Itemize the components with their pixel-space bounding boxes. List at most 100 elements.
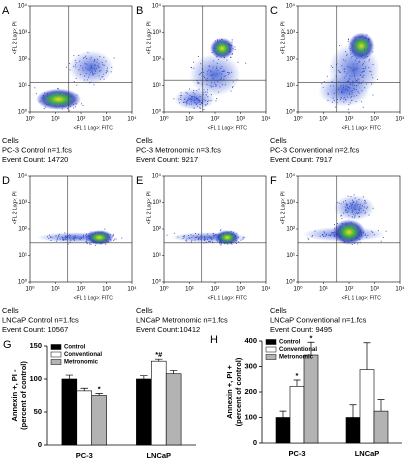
density-cloud xyxy=(215,230,240,245)
error-bar xyxy=(169,370,178,374)
legend-label: Conventional xyxy=(279,347,317,353)
event-dot xyxy=(231,39,233,41)
event-dot xyxy=(35,93,37,95)
event-dot xyxy=(380,240,382,242)
event-dot xyxy=(307,237,309,239)
x-tick-label: 10² xyxy=(77,287,86,293)
event-dot xyxy=(104,228,106,230)
plot-area xyxy=(37,228,123,246)
event-dot xyxy=(113,239,115,241)
y-axis-label: Annexin +, PI + xyxy=(225,365,234,419)
caption-line: Event Count: 14720 xyxy=(2,155,68,164)
y-tick-label: 10⁴ xyxy=(18,173,28,180)
x-tick-label: 10⁰ xyxy=(159,116,169,123)
y-tick-label: 10⁴ xyxy=(18,3,28,10)
event-dot xyxy=(220,244,222,246)
caption-line: LNCaP Control n=1.fcs xyxy=(2,315,79,324)
x-tick-label: 10² xyxy=(211,117,220,123)
legend-swatch xyxy=(50,344,62,350)
event-dot xyxy=(220,229,222,231)
bar xyxy=(91,395,107,446)
error-bar xyxy=(293,379,301,387)
event-dot xyxy=(339,45,341,47)
legend-label: Conventional xyxy=(64,352,102,358)
error-bar xyxy=(363,342,371,370)
y-tick-label: 150 xyxy=(29,341,42,350)
event-dot xyxy=(193,61,195,63)
event-dot xyxy=(112,233,114,235)
x-tick-label: PC-3 xyxy=(288,449,305,458)
caption-line: Cells xyxy=(2,306,19,315)
event-dot xyxy=(237,61,239,63)
panel-letter: H xyxy=(210,334,218,346)
y-tick-label: 10² xyxy=(286,227,295,233)
event-dot xyxy=(364,234,366,236)
y-axis-label: <FL 2 Log>: PI xyxy=(146,21,152,54)
event-dot xyxy=(115,238,117,240)
panel-letter: G xyxy=(3,339,12,351)
x-tick-label: LNCaP xyxy=(146,451,171,460)
y-tick-label: 10⁰ xyxy=(286,279,296,286)
event-dot xyxy=(219,243,221,245)
event-dot xyxy=(372,94,374,96)
density-cloud xyxy=(68,50,114,85)
event-dot xyxy=(86,233,88,235)
y-tick-label: 10⁴ xyxy=(286,173,296,180)
bar xyxy=(76,390,93,446)
event-dot xyxy=(173,232,175,234)
x-tick-label: 10³ xyxy=(236,117,245,123)
event-dot xyxy=(341,217,343,219)
x-tick-label: 10⁴ xyxy=(395,116,405,123)
density-cloud xyxy=(332,219,366,245)
caption-line: Event Count: 9495 xyxy=(270,325,332,334)
error-bar xyxy=(349,404,357,418)
event-dot xyxy=(216,98,218,100)
caption-line: Event Count: 9217 xyxy=(136,155,198,164)
bar xyxy=(345,417,361,444)
event-dot xyxy=(94,244,96,246)
density-cloud xyxy=(333,195,375,221)
caption-line: Cells xyxy=(136,136,153,145)
event-dot xyxy=(359,241,361,243)
event-dot xyxy=(231,41,233,43)
caption-line: PC-3 Control n=1.fcs xyxy=(2,145,72,154)
plot-area xyxy=(166,229,249,246)
caption-line: Cells xyxy=(2,136,19,145)
event-dot xyxy=(68,110,70,112)
event-dot xyxy=(75,106,76,108)
y-tick-label: 10² xyxy=(18,57,27,63)
x-tick-label: LNCaP xyxy=(355,449,380,458)
event-dot xyxy=(113,238,115,240)
y-tick-label: 10¹ xyxy=(152,83,161,89)
caption-line: Cells xyxy=(270,306,287,315)
bar xyxy=(373,410,389,444)
caption-line: Event Count:10412 xyxy=(136,325,200,334)
event-dot xyxy=(93,84,95,86)
event-dot xyxy=(357,243,359,245)
x-tick-label: 10⁴ xyxy=(261,286,271,293)
y-tick-label: 10² xyxy=(152,57,161,63)
event-dot xyxy=(347,108,349,110)
x-tick-label: 10⁴ xyxy=(127,286,137,293)
x-axis-label: <FL 1 Log>: FITC xyxy=(208,295,248,301)
x-tick-label: 10² xyxy=(77,117,86,123)
caption-line: Cells xyxy=(136,306,153,315)
density-cloud xyxy=(328,43,380,97)
y-tick-label: 10⁴ xyxy=(286,3,296,10)
y-axis-label: Annexin +, PI - xyxy=(10,369,19,421)
bar xyxy=(275,417,291,444)
event-dot xyxy=(219,230,221,232)
y-tick-label: 0 xyxy=(253,438,257,447)
plot-frame xyxy=(29,175,133,283)
x-tick-label: 10⁰ xyxy=(25,286,35,293)
x-tick-label: 10⁰ xyxy=(293,286,303,293)
plot-area xyxy=(303,194,387,245)
x-tick-label: 10¹ xyxy=(51,287,60,293)
event-dot xyxy=(335,106,337,108)
event-dot xyxy=(215,100,217,102)
y-tick-label: 10⁰ xyxy=(152,109,162,116)
event-dot xyxy=(229,56,231,58)
event-dot xyxy=(82,105,84,107)
x-tick-label: 10³ xyxy=(370,117,379,123)
